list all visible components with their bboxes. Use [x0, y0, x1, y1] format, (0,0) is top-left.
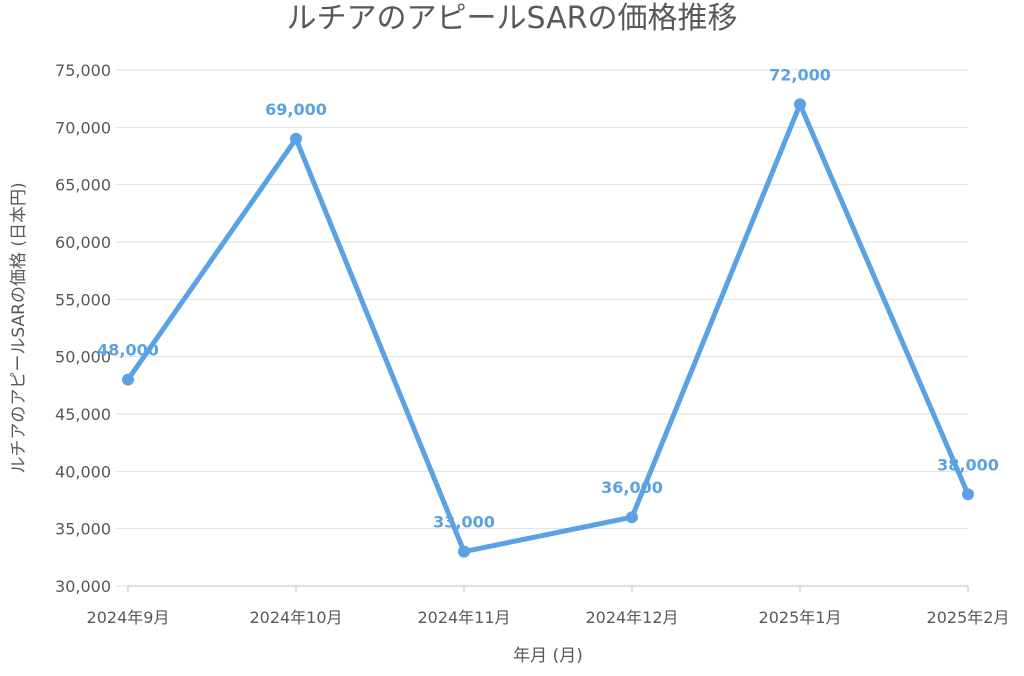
- gridlines: [116, 69, 968, 587]
- y-tick-label: 75,000: [55, 61, 111, 80]
- y-tick-label: 35,000: [55, 520, 111, 539]
- data-label: 72,000: [769, 65, 831, 84]
- y-tick-label: 45,000: [55, 405, 111, 424]
- chart-title: ルチアのアピールSARの価格推移: [287, 1, 738, 36]
- x-axis-title: 年月 (月): [513, 646, 583, 666]
- x-tick-label: 2024年11月: [417, 608, 510, 627]
- data-point: [290, 132, 302, 145]
- x-tick-label: 2024年10月: [249, 608, 342, 627]
- data-label: 36,000: [601, 478, 663, 497]
- series-line: [125, 101, 971, 555]
- y-axis-title: ルチアのアピールSARの価格 (日本円): [9, 182, 29, 473]
- data-label: 38,000: [937, 455, 999, 474]
- y-tick-label: 65,000: [55, 176, 111, 195]
- x-tick-label: 2024年9月: [87, 608, 170, 627]
- x-tick-label: 2025年2月: [927, 608, 1010, 627]
- x-axis-ticks: 2024年9月 2024年10月 2024年11月 2024年12月 2025年1月 20…: [87, 586, 1010, 627]
- x-tick-label: 2025年1月: [759, 608, 842, 627]
- data-label: 69,000: [265, 100, 327, 119]
- y-tick-label: 55,000: [55, 290, 111, 309]
- series-group: [122, 98, 974, 558]
- data-point: [962, 488, 974, 501]
- y-tick-label: 30,000: [55, 577, 111, 596]
- data-point: [458, 545, 470, 558]
- data-labels: 48,000 69,000 33,000 36,000 72,000 38,000: [97, 65, 999, 531]
- data-point: [122, 373, 134, 386]
- data-label: 48,000: [97, 341, 159, 360]
- y-tick-label: 50,000: [55, 348, 111, 367]
- x-tick-label: 2024年12月: [585, 608, 678, 627]
- y-tick-label: 40,000: [55, 462, 111, 481]
- y-tick-label: 60,000: [55, 233, 111, 252]
- data-label: 33,000: [433, 513, 495, 532]
- data-point: [626, 511, 638, 524]
- y-tick-label: 70,000: [55, 118, 111, 137]
- data-point: [794, 98, 806, 111]
- y-axis-ticks: 30,000 35,000 40,000 45,000 50,000 55,000 60,0…: [55, 61, 111, 596]
